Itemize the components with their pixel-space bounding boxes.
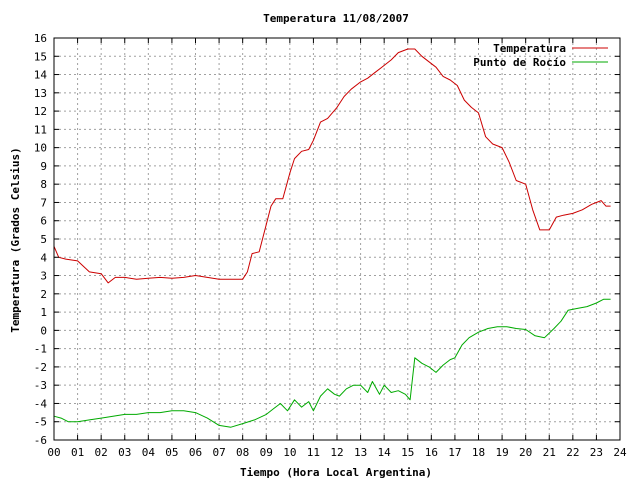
y-tick-label: 5 xyxy=(40,233,47,246)
y-tick-label: 12 xyxy=(34,105,47,118)
x-tick-label: 24 xyxy=(613,446,627,459)
series-line-0 xyxy=(53,48,611,284)
y-tick-label: 11 xyxy=(34,123,47,136)
y-tick-label: 6 xyxy=(40,215,47,228)
x-tick-label: 17 xyxy=(448,446,461,459)
y-tick-label: 9 xyxy=(40,160,47,173)
y-tick-label: -3 xyxy=(34,379,47,392)
x-tick-label: 01 xyxy=(71,446,84,459)
grid xyxy=(54,38,620,440)
x-tick-label: 08 xyxy=(236,446,249,459)
series-layer xyxy=(53,48,611,428)
x-tick-label: 03 xyxy=(118,446,131,459)
chart-title: Temperatura 11/08/2007 xyxy=(263,12,409,25)
x-tick-label: 05 xyxy=(165,446,178,459)
y-tick-label: -4 xyxy=(34,397,48,410)
x-tick-label: 06 xyxy=(189,446,202,459)
y-tick-label: 3 xyxy=(40,270,47,283)
x-tick-label: 18 xyxy=(472,446,485,459)
y-tick-label: 14 xyxy=(34,69,48,82)
x-tick-label: 02 xyxy=(95,446,108,459)
x-tick-label: 10 xyxy=(283,446,296,459)
y-tick-label: 13 xyxy=(34,87,47,100)
x-tick-label: 07 xyxy=(212,446,225,459)
y-tick-label: -2 xyxy=(34,361,47,374)
legend-label: Temperatura xyxy=(493,42,566,55)
x-tick-label: 11 xyxy=(307,446,320,459)
x-tick-label: 21 xyxy=(543,446,556,459)
x-tick-label: 16 xyxy=(425,446,438,459)
y-tick-label: 1 xyxy=(40,306,47,319)
x-tick-label: 04 xyxy=(142,446,156,459)
x-tick-label: 23 xyxy=(590,446,603,459)
y-axis-title: Temperatura (Grados Celsius) xyxy=(9,147,22,332)
x-tick-label: 09 xyxy=(260,446,273,459)
x-tick-label: 12 xyxy=(330,446,343,459)
ticks: 00 01 02 03 04 05 06 07 08 09 10 11 12 13 14 15 16 17 18 19… xyxy=(34,32,627,459)
x-tick-label: 22 xyxy=(566,446,579,459)
x-tick-label: 15 xyxy=(401,446,414,459)
x-tick-label: 00 xyxy=(47,446,60,459)
y-tick-label: 8 xyxy=(40,178,47,191)
y-tick-label: 16 xyxy=(34,32,47,45)
y-tick-label: 15 xyxy=(34,50,47,63)
y-tick-label: 4 xyxy=(40,251,47,264)
x-tick-label: 13 xyxy=(354,446,367,459)
x-tick-label: 19 xyxy=(495,446,508,459)
legend-label: Punto de Rocío xyxy=(473,56,566,69)
y-tick-label: 2 xyxy=(40,288,47,301)
y-tick-label: -5 xyxy=(34,416,47,429)
y-tick-label: 7 xyxy=(40,196,47,209)
y-tick-label: -1 xyxy=(34,343,47,356)
series-line-1 xyxy=(53,298,611,428)
y-tick-label: -6 xyxy=(34,434,47,447)
x-tick-label: 14 xyxy=(378,446,392,459)
y-tick-label: 0 xyxy=(40,324,47,337)
x-axis-title: Tiempo (Hora Local Argentina) xyxy=(240,466,432,479)
x-tick-label: 20 xyxy=(519,446,532,459)
y-tick-label: 10 xyxy=(34,142,47,155)
